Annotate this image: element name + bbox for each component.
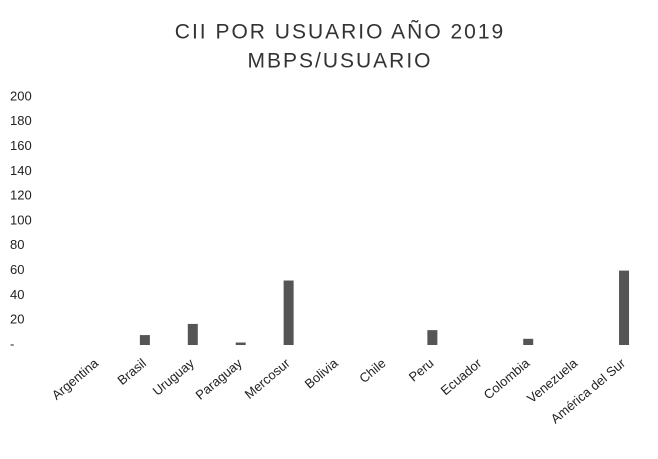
y-tick-label: 20 bbox=[10, 312, 24, 327]
chart-title: CII POR USUARIO AÑO 2019 bbox=[175, 20, 505, 44]
y-tick-label: 60 bbox=[10, 262, 24, 277]
x-tick-label: Argentina bbox=[49, 355, 102, 403]
x-tick-label: Uruguay bbox=[150, 355, 198, 398]
x-tick-label: Paraguay bbox=[193, 355, 246, 403]
x-tick-label: Mercosur bbox=[242, 355, 294, 402]
y-tick-label: 120 bbox=[10, 188, 32, 203]
bar bbox=[523, 338, 534, 345]
x-tick-label: Brasil bbox=[114, 355, 149, 387]
x-tick-label: Chile bbox=[356, 355, 388, 386]
y-tick-label: 80 bbox=[10, 237, 24, 252]
bar bbox=[283, 280, 294, 345]
bar bbox=[619, 270, 630, 345]
chart-subtitle: MBPS/USUARIO bbox=[247, 50, 432, 73]
bar bbox=[427, 330, 438, 345]
y-tick-label: 200 bbox=[10, 88, 32, 103]
y-tick-label: 140 bbox=[10, 163, 32, 178]
y-tick-label: 100 bbox=[10, 212, 32, 227]
y-tick-label: 180 bbox=[10, 113, 32, 128]
x-tick-label: Ecuador bbox=[438, 355, 485, 398]
y-tick-label: 160 bbox=[10, 138, 32, 153]
x-tick-label: Bolivia bbox=[302, 355, 342, 392]
x-tick-label: Peru bbox=[406, 355, 437, 384]
bar bbox=[235, 342, 246, 345]
y-tick-label: - bbox=[10, 336, 14, 351]
bar bbox=[139, 335, 150, 345]
bar bbox=[187, 323, 198, 345]
y-tick-label: 40 bbox=[10, 287, 24, 302]
